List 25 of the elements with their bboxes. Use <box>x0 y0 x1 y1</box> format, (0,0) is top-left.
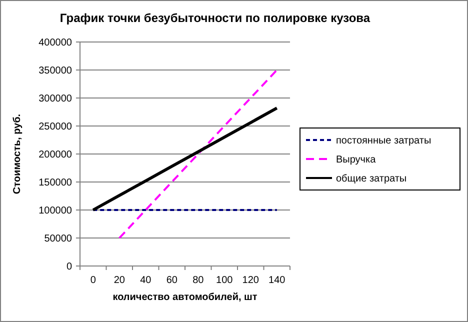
y-tick-label: 0 <box>66 262 72 272</box>
x-tick-label: 0 <box>90 275 96 286</box>
y-tick-label: 300000 <box>38 94 72 104</box>
x-tick-label: 80 <box>192 275 204 286</box>
legend-label: Выручка <box>336 154 376 166</box>
x-tick-label: 60 <box>166 275 178 286</box>
y-tick-label: 350000 <box>38 66 72 76</box>
x-tick-label: 20 <box>114 275 126 286</box>
chart-title: График точки безубыточности по полировке кузова <box>60 11 370 25</box>
y-axis-title: Стоимость, руб. <box>12 114 23 194</box>
legend-label: постоянные затраты <box>336 136 432 146</box>
line-series <box>92 106 278 212</box>
y-tick-label: 50000 <box>44 234 72 244</box>
y-tick-label: 400000 <box>38 38 72 48</box>
x-axis-title: количество автомобилей, шт <box>112 292 258 303</box>
x-tick-label: 140 <box>268 275 286 286</box>
y-tick-label: 200000 <box>38 150 72 160</box>
y-tick-label: 150000 <box>38 178 72 188</box>
x-tick-label: 100 <box>216 275 234 286</box>
line-series <box>118 69 278 239</box>
y-tick-label: 250000 <box>38 122 72 132</box>
x-tick-label: 40 <box>140 275 152 286</box>
legend-label: общие затраты <box>336 174 407 184</box>
y-tick-label: 100000 <box>38 206 72 216</box>
x-tick-label: 120 <box>242 275 260 286</box>
